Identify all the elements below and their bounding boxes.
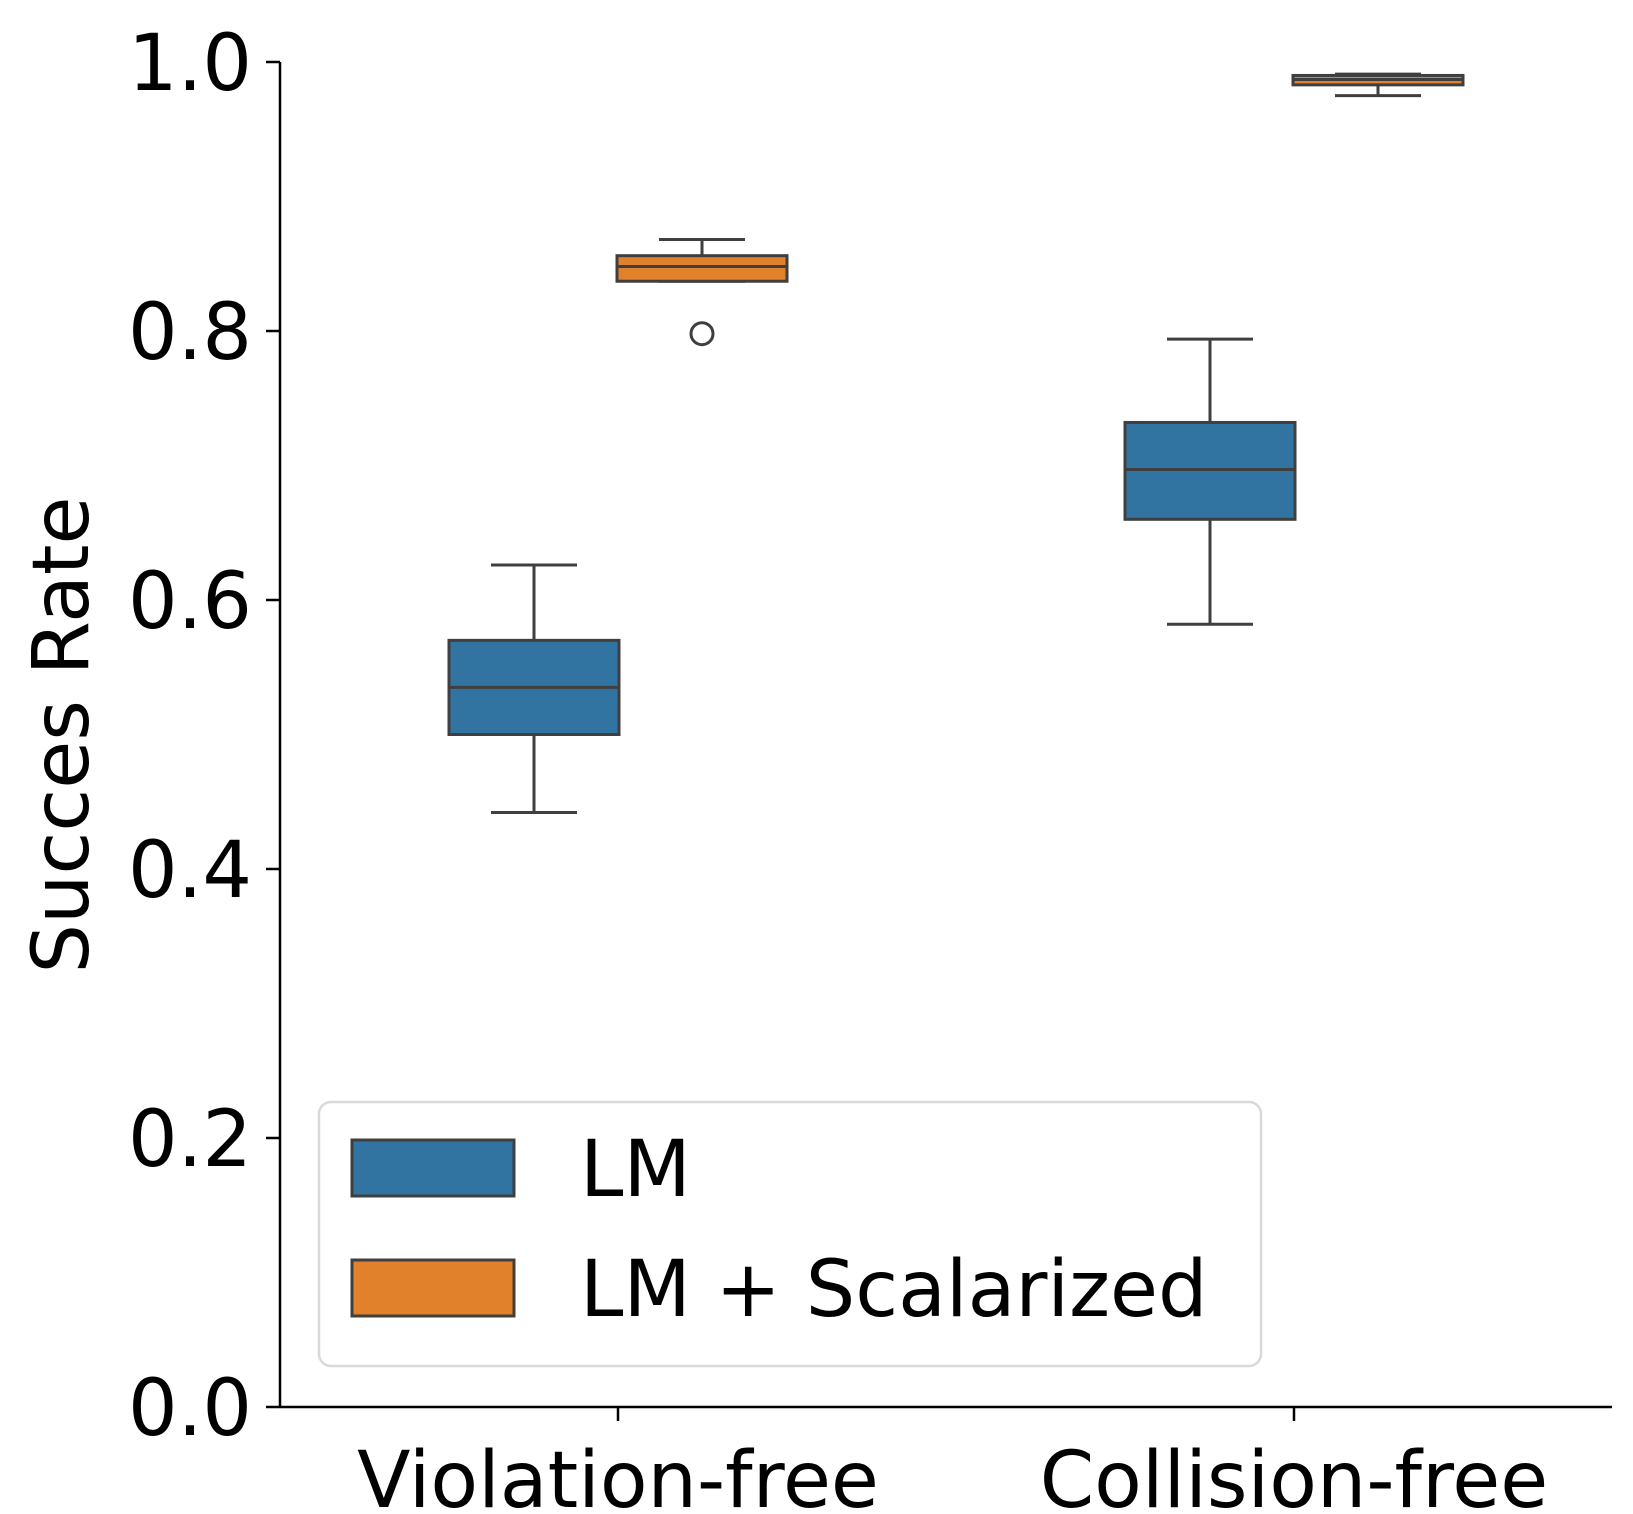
box-lm-violation-free — [447, 563, 621, 815]
y-tick-label: 0.0 — [128, 1364, 252, 1454]
box-lm-scalarized-violation-free — [615, 238, 789, 347]
y-tick-label: 0.8 — [128, 288, 252, 378]
legend-frame — [317, 1100, 1263, 1368]
x-tick-label: Collision-free — [1040, 1436, 1549, 1514]
outlier-point — [689, 321, 715, 347]
legend: LM LM + Scalarized — [317, 1100, 1263, 1368]
plot-area — [447, 72, 1465, 815]
box-lm-collision-free — [1123, 337, 1297, 626]
legend-swatch — [350, 1258, 516, 1318]
x-tick-label: Violation-free — [357, 1436, 879, 1514]
legend-swatch — [350, 1138, 516, 1198]
y-axis-label: Succes Rate — [17, 497, 107, 974]
legend-label: LM + Scalarized — [580, 1245, 1208, 1335]
y-tick-label: 0.6 — [128, 557, 252, 647]
box-lm-scalarized-collision-free — [1291, 72, 1465, 98]
box-iqr — [615, 254, 789, 283]
axes: 0.0 0.2 0.4 0.6 0.8 1.0 Violation-free Collisio… — [128, 19, 1612, 1514]
y-tick-label: 1.0 — [128, 19, 252, 109]
legend-label: LM — [580, 1125, 691, 1215]
y-tick-label: 0.2 — [128, 1095, 252, 1185]
y-tick-label: 0.4 — [128, 826, 252, 916]
